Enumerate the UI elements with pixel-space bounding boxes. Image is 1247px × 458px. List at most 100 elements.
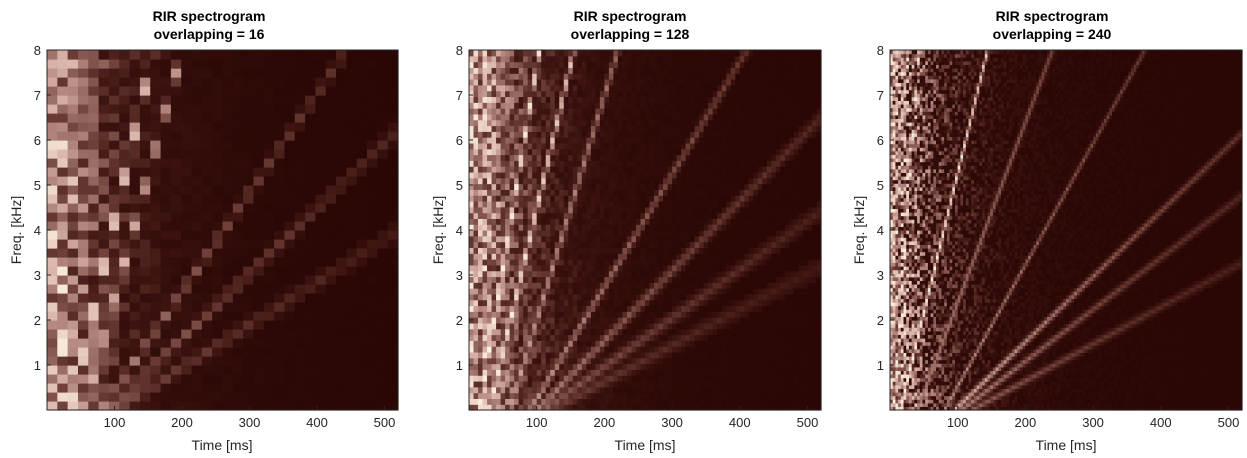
heatmap-cell: [232, 77, 244, 87]
heatmap-cell: [482, 363, 488, 370]
heatmap-cell: [667, 90, 673, 98]
heatmap-cell: [191, 131, 203, 141]
heatmap-cell: [77, 293, 89, 303]
heatmap-cell: [676, 102, 682, 109]
heatmap-cell: [532, 125, 538, 132]
heatmap-cell: [617, 305, 624, 312]
heatmap-cell: [500, 171, 506, 179]
heatmap-cell: [356, 212, 368, 222]
heatmap-cell: [708, 195, 714, 202]
heatmap-cell: [346, 185, 358, 195]
heatmap-cell: [563, 363, 569, 370]
heatmap-cell: [232, 257, 244, 267]
heatmap-cell: [550, 61, 556, 69]
heatmap-cell: [685, 102, 691, 109]
heatmap-cell: [387, 401, 399, 411]
heatmap-cell: [346, 59, 358, 69]
heatmap-cell: [654, 334, 660, 341]
heatmap-cell: [119, 140, 131, 150]
heatmap-cell: [274, 329, 286, 339]
heatmap-cell: [491, 79, 497, 86]
heatmap-cell: [473, 171, 479, 179]
heatmap-cell: [527, 351, 533, 359]
heatmap-cell: [645, 160, 651, 167]
heatmap-cell: [212, 194, 224, 204]
heatmap-cell: [478, 131, 484, 138]
heatmap-cell: [523, 160, 529, 167]
heatmap-cell: [690, 404, 696, 411]
heatmap-cell: [160, 356, 172, 366]
heatmap-cell: [559, 177, 565, 185]
heatmap-cell: [635, 404, 642, 411]
heatmap-cell: [658, 206, 664, 214]
heatmap-cell: [469, 224, 475, 231]
heatmap-cell: [57, 77, 69, 87]
heatmap-cell: [604, 398, 610, 405]
heatmap-cell: [563, 137, 569, 144]
heatmap-cell: [590, 125, 596, 132]
heatmap-cell: [243, 392, 255, 402]
heatmap-cell: [635, 148, 642, 156]
heatmap-cell: [559, 305, 565, 312]
heatmap-cell: [181, 293, 193, 303]
heatmap-cell: [523, 259, 529, 266]
heatmap-cell: [170, 392, 182, 402]
heatmap-cell: [532, 212, 538, 219]
heatmap-cell: [694, 183, 700, 190]
heatmap-cell: [672, 96, 678, 103]
heatmap-cell: [243, 68, 255, 78]
heatmap-cell: [635, 230, 642, 237]
heatmap-cell: [595, 328, 601, 336]
heatmap-cell: [604, 189, 610, 196]
heatmap-cell: [336, 230, 347, 240]
heatmap-cell: [500, 154, 506, 161]
heatmap-cell: [676, 61, 682, 69]
heatmap-cell: [487, 218, 493, 225]
heatmap-cell: [595, 247, 601, 254]
heatmap-cell: [523, 154, 529, 161]
heatmap-cell: [243, 140, 255, 150]
heatmap-cell: [613, 142, 619, 150]
heatmap-cell: [613, 113, 619, 121]
heatmap-cell: [545, 392, 551, 399]
heatmap-cell: [181, 284, 193, 294]
heatmap-cell: [469, 270, 475, 278]
heatmap-cell: [631, 50, 637, 57]
heatmap-cell: [676, 346, 682, 353]
heatmap-cell: [572, 154, 578, 161]
heatmap-cell: [346, 284, 358, 294]
heatmap-cell: [294, 347, 306, 357]
heatmap-cell: [586, 398, 592, 405]
heatmap-cell: [294, 140, 306, 150]
heatmap-cell: [645, 171, 651, 179]
heatmap-cell: [487, 160, 493, 167]
heatmap-cell: [586, 380, 592, 388]
heatmap-cell: [325, 401, 337, 411]
heatmap-cell: [500, 340, 506, 347]
heatmap-cell: [699, 305, 705, 312]
heatmap-cell: [726, 195, 732, 202]
heatmap-cell: [377, 68, 389, 78]
heatmap-cell: [509, 363, 515, 370]
heatmap-cell: [509, 200, 515, 208]
heatmap-cell: [703, 212, 709, 219]
heatmap-cell: [469, 113, 475, 121]
heatmap-cell: [491, 363, 497, 370]
heatmap-cell: [626, 282, 633, 289]
heatmap-cell: [708, 276, 714, 283]
heatmap-cell: [572, 241, 578, 249]
heatmap-cell: [654, 137, 660, 144]
heatmap-cell: [708, 253, 714, 260]
heatmap-cell: [514, 276, 520, 283]
heatmap-cell: [536, 50, 542, 57]
heatmap-cell: [717, 392, 723, 399]
heatmap-cell: [478, 79, 484, 86]
heatmap-cell: [170, 122, 182, 132]
heatmap-cell: [514, 160, 520, 167]
heatmap-cell: [305, 176, 317, 186]
heatmap-cell: [505, 148, 511, 156]
heatmap-cell: [367, 122, 378, 132]
heatmap-cell: [608, 230, 615, 237]
heatmap-cell: [325, 158, 337, 168]
heatmap-cell: [170, 284, 182, 294]
